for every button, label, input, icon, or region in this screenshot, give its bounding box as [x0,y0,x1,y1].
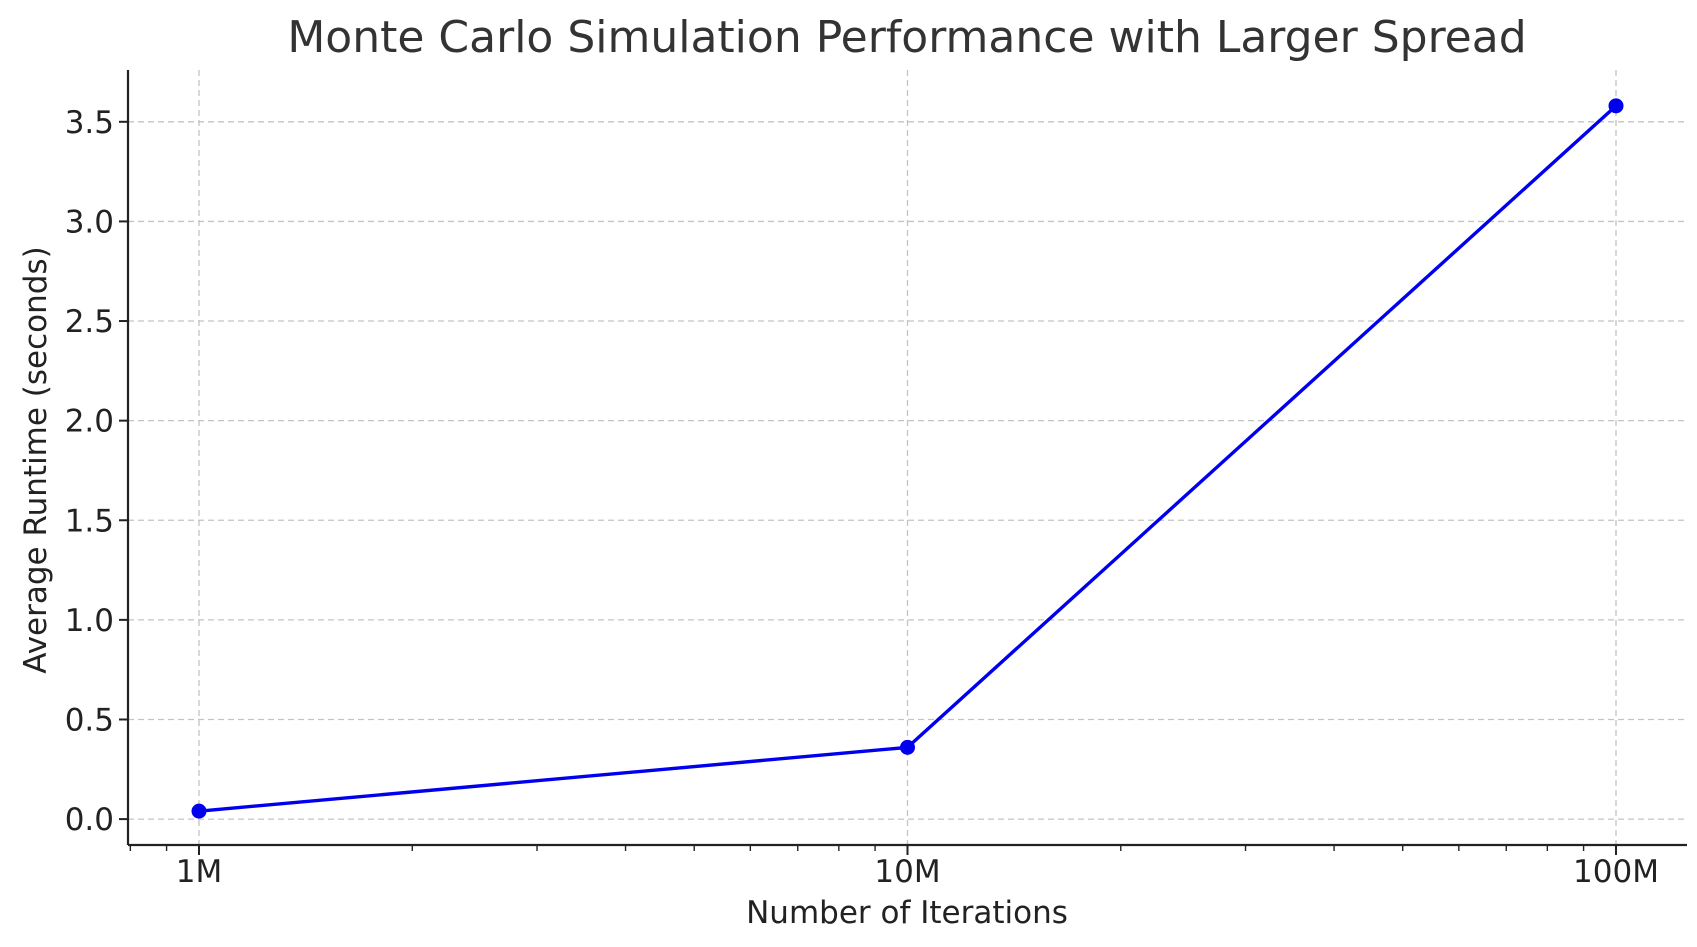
y-tick-label: 0.0 [65,802,114,838]
x-ticks: 1M 10M 100M [129,845,1659,890]
y-tick-label: 3.0 [65,204,114,240]
data-point [1608,98,1624,114]
y-tick-label: 3.5 [65,105,114,141]
data-point [191,803,207,819]
data-point [900,739,915,755]
x-tick-label: 100M [1573,854,1659,890]
y-tick-label: 2.0 [65,404,114,440]
x-tick-label: 10M [874,854,940,890]
grid [128,70,1687,845]
series-layer [191,98,1624,819]
y-ticks: 0.0 0.5 1.0 1.5 2.0 2.5 3.0 3.5 [65,105,128,838]
x-axis-label: Number of Iterations [746,895,1068,931]
chart-title: Monte Carlo Simulation Performance with … [287,12,1526,63]
y-tick-label: 2.5 [65,304,114,340]
y-tick-label: 0.5 [65,702,114,738]
x-tick-label: 1M [176,854,222,890]
y-tick-label: 1.0 [65,603,114,639]
y-axis-label: Average Runtime (seconds) [18,246,54,673]
y-tick-label: 1.5 [65,503,114,539]
